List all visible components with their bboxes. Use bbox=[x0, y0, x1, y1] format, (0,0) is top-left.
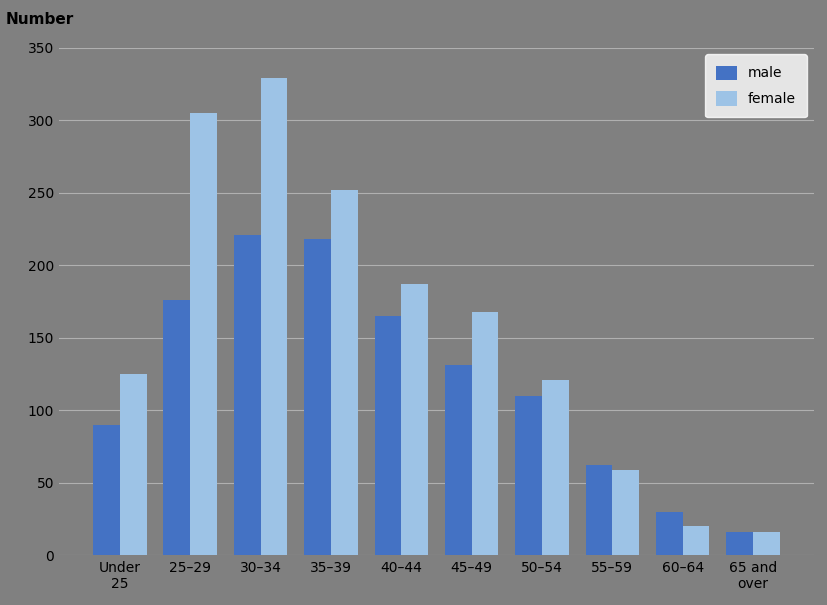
Bar bbox=[374, 316, 401, 555]
Bar bbox=[120, 374, 146, 555]
Bar bbox=[401, 284, 428, 555]
Bar bbox=[93, 425, 120, 555]
Bar bbox=[514, 396, 542, 555]
Bar bbox=[585, 465, 612, 555]
Bar bbox=[331, 190, 357, 555]
Bar bbox=[471, 312, 498, 555]
Legend: male, female: male, female bbox=[704, 54, 806, 117]
Bar bbox=[612, 469, 638, 555]
Bar bbox=[163, 300, 190, 555]
Bar bbox=[233, 235, 261, 555]
Bar bbox=[304, 239, 331, 555]
Bar bbox=[725, 532, 752, 555]
Bar bbox=[190, 113, 217, 555]
Bar bbox=[261, 78, 287, 555]
Text: Number: Number bbox=[6, 12, 74, 27]
Bar bbox=[655, 512, 682, 555]
Bar bbox=[542, 380, 568, 555]
Bar bbox=[682, 526, 709, 555]
Bar bbox=[752, 532, 779, 555]
Bar bbox=[444, 365, 471, 555]
